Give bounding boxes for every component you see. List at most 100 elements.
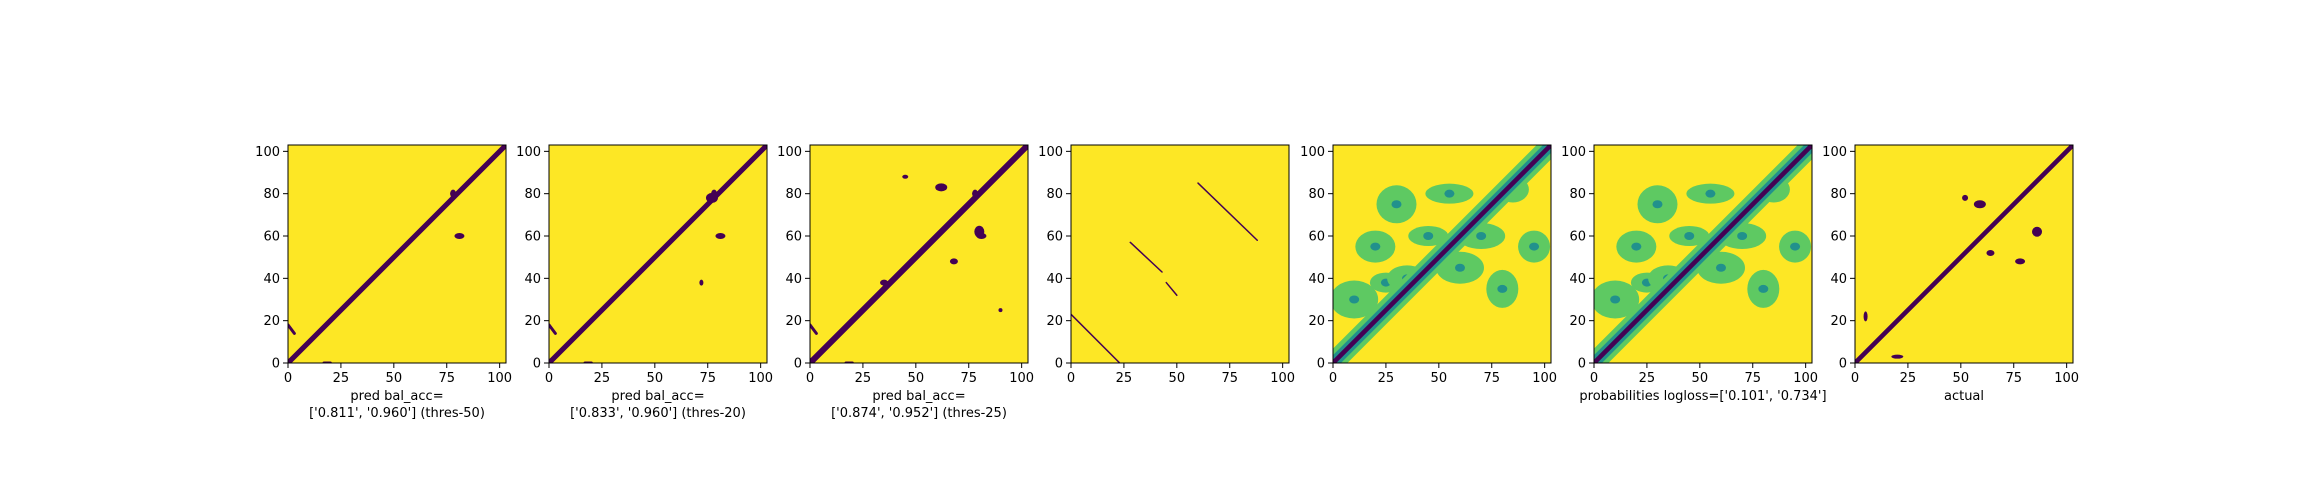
diagonal-band [810,145,1028,363]
panel-1: 0 25 50 75 100 0 20 40 60 80 100 pred bal_acc= ['0.8… [255,144,512,421]
axes-frame [287,144,507,364]
y-tick-label: 40 [524,272,541,287]
x-tick-label: 0 [284,371,292,386]
x-tick-label: 100 [748,371,773,386]
x-tick-label: 50 [1431,371,1448,386]
probability-blob [1423,232,1434,241]
off-diagonal-speck [288,323,296,335]
heatmap-blob [935,183,948,192]
y-tick-label: 80 [1830,187,1847,202]
panel-6: 0 25 50 75 100 0 20 40 60 80 100 probabilities logl… [1561,144,1827,404]
x-tick-label: 100 [1532,371,1557,386]
y-tick-label: 20 [1830,314,1847,329]
panel-5: 0 25 50 75 100 0 20 40 60 80 100 [1300,144,1557,386]
x-tick-label: 75 [2005,371,2022,386]
y-tick-label: 0 [272,357,280,372]
x-tick-label: 50 [1169,371,1186,386]
heatmap-blob [902,174,909,179]
diagonal-band [1594,145,1812,363]
y-tick-label: 20 [785,314,802,329]
x-tick-label: 0 [1067,371,1075,386]
y-tick-label: 20 [1569,314,1586,329]
x-tick-label: 75 [1744,371,1761,386]
probability-blob [1476,232,1487,241]
thin-segment [1165,281,1178,297]
heatmap-blob [974,225,985,238]
x-tick-label: 75 [1221,371,1238,386]
probability-blob [1790,242,1801,251]
axes-frame [1070,144,1290,364]
probability-blob [1349,295,1360,304]
x-tick-label: 100 [487,371,512,386]
heatmap-blob [631,276,636,281]
heatmap-blob [880,279,889,286]
axes-frame [1332,144,1552,364]
panel-caption: pred bal_acc= [611,389,704,404]
y-tick-label: 80 [1046,187,1063,202]
y-tick-label: 100 [1038,145,1063,160]
x-tick-label: 25 [855,371,872,386]
y-tick-label: 60 [263,230,280,245]
x-tick-label: 25 [1116,371,1133,386]
y-tick-label: 0 [1055,357,1063,372]
y-tick-label: 40 [1569,272,1586,287]
y-tick-label: 60 [524,230,541,245]
y-tick-label: 0 [1839,357,1847,372]
heatmap-blob [699,279,704,286]
probability-blob [1684,232,1695,241]
diagonal-band [288,145,506,363]
heatmap-blob [715,233,726,240]
diagonal-band [549,145,767,363]
y-tick-label: 60 [785,230,802,245]
y-tick-label: 40 [263,272,280,287]
panel-caption: ['0.811', '0.960'] (thres-50) [309,406,485,421]
heatmap-blob [1863,311,1868,322]
y-tick-label: 0 [794,357,802,372]
x-tick-label: 25 [594,371,611,386]
panel-caption: pred bal_acc= [872,389,965,404]
probability-blob [1529,242,1540,251]
x-tick-label: 100 [1270,371,1295,386]
x-tick-label: 0 [1851,371,1859,386]
y-tick-label: 60 [1308,230,1325,245]
y-tick-label: 100 [516,145,541,160]
y-tick-label: 80 [524,187,541,202]
panel-4: 0 25 50 75 100 0 20 40 60 80 100 [1038,144,1295,386]
y-tick-label: 100 [1300,145,1325,160]
heatmap-blob [1962,194,1969,201]
y-tick-label: 80 [1308,187,1325,202]
panel-caption: ['0.874', '0.952'] (thres-25) [831,406,1007,421]
axes-frame [809,144,1029,364]
probability-blob [1610,295,1621,304]
y-tick-label: 0 [533,357,541,372]
thin-segment [1197,182,1259,241]
probability-blob [1370,242,1381,251]
panel-caption: pred bal_acc= [350,389,443,404]
diagonal-band [1855,145,2073,363]
x-tick-label: 100 [2054,371,2079,386]
y-tick-label: 20 [1046,314,1063,329]
probability-blob [1715,263,1726,272]
probability-blob [1454,263,1465,272]
x-tick-label: 0 [1590,371,1598,386]
x-tick-label: 75 [1483,371,1500,386]
axes-frame [548,144,768,364]
panel-caption: probabilities logloss=['0.101', '0.734'] [1579,389,1826,404]
off-diagonal-speck [810,323,818,335]
x-tick-label: 75 [438,371,455,386]
x-tick-label: 100 [1009,371,1034,386]
y-tick-label: 60 [1830,230,1847,245]
x-tick-label: 50 [647,371,664,386]
y-tick-label: 100 [1822,145,1847,160]
y-tick-label: 40 [1830,272,1847,287]
probability-blob [1497,284,1508,293]
y-tick-label: 20 [1308,314,1325,329]
heatmap-blob [949,258,958,265]
probability-blob [1705,189,1716,198]
heatmap-blob [998,308,1003,313]
y-tick-label: 80 [785,187,802,202]
x-tick-label: 25 [333,371,350,386]
y-tick-label: 40 [1046,272,1063,287]
x-tick-label: 25 [1378,371,1395,386]
